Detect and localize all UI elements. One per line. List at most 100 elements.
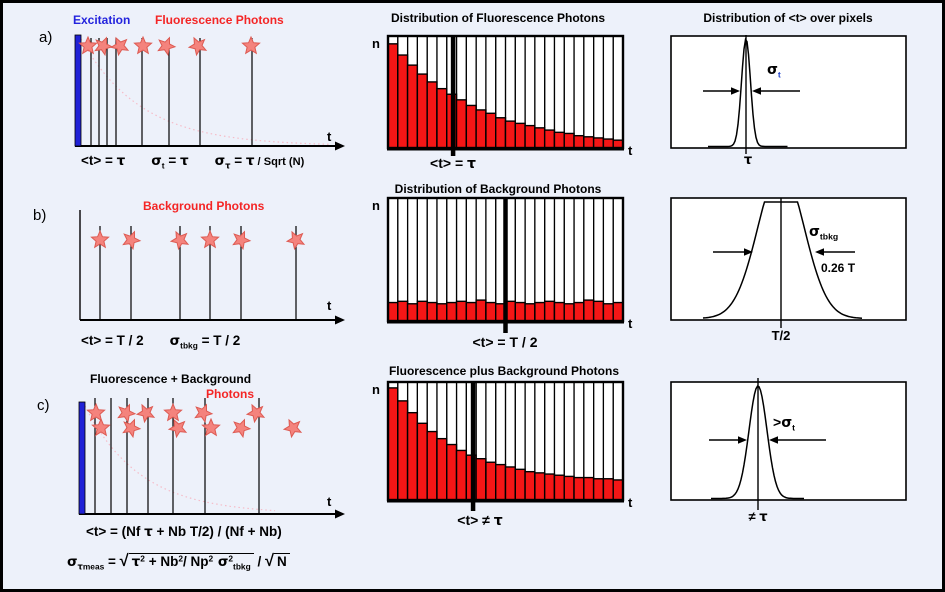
histogram-bar xyxy=(514,122,526,149)
photon-timeline-plot-c: t xyxy=(78,398,345,519)
fluorescence-plus-background-label: Fluorescence + Background xyxy=(90,372,252,386)
histogram-bar xyxy=(573,301,585,322)
histogram-bar xyxy=(524,470,536,501)
photon-star-icon xyxy=(122,418,142,439)
histogram-bar xyxy=(514,468,526,501)
histogram-bar xyxy=(514,301,526,322)
histogram-bar xyxy=(602,138,614,149)
photon-star-icon xyxy=(109,36,130,57)
decay-curve xyxy=(80,38,332,145)
histogram-bar xyxy=(416,422,428,501)
arrowhead-right-icon xyxy=(738,436,747,444)
histogram-bar xyxy=(534,301,546,322)
arrowhead-right-icon xyxy=(731,87,740,95)
arrowhead-left-icon xyxy=(752,87,761,95)
histogram-bar xyxy=(495,463,507,501)
not-equal-tau-tick-label: ≠ τ xyxy=(748,509,768,525)
histogram-bar xyxy=(553,301,565,322)
axis-arrow-icon xyxy=(335,141,345,151)
photon-star-icon xyxy=(241,35,261,55)
histogram-bar xyxy=(612,301,624,322)
histogram-bar xyxy=(553,474,565,501)
photon-star-icon xyxy=(133,35,153,55)
histogram-bar xyxy=(416,73,428,149)
photon-star-icon xyxy=(232,418,252,439)
histogram-bar xyxy=(455,99,468,149)
x-axis-label: t xyxy=(628,143,633,158)
histogram-bar xyxy=(406,64,419,149)
photons-label: Photons xyxy=(206,387,254,401)
photon-star-icon xyxy=(194,403,214,424)
x-axis-label: t xyxy=(628,495,633,510)
distribution-curve xyxy=(708,37,788,148)
histogram-bar xyxy=(397,400,409,501)
decay-curve xyxy=(84,405,276,512)
formula-row-c-mean: <t> = (Nf τ + Nb T/2) / (Nf + Nb) xyxy=(86,524,282,540)
fluorescence-histogram: nt xyxy=(372,34,633,158)
photon-star-icon xyxy=(86,402,106,422)
photon-star-icon xyxy=(163,402,183,422)
histogram-bar xyxy=(475,457,487,501)
sigma-value-annotation: 0.26 T xyxy=(821,261,856,275)
formula-row-c-sigma: στmeas = √ τ2 + Nb2/ Np2 σ2tbkg / √ N xyxy=(67,552,290,571)
row-label-b: b) xyxy=(33,207,47,224)
photon-star-icon xyxy=(135,403,156,424)
histogram-bar xyxy=(426,301,438,322)
y-axis-label: n xyxy=(372,382,380,397)
histogram-bar xyxy=(524,124,536,149)
photon-star-icon xyxy=(169,230,190,251)
excitation-label: Excitation xyxy=(73,13,131,27)
fluorescence-photons-label: Fluorescence Photons xyxy=(155,13,284,27)
photon-star-icon xyxy=(94,36,114,57)
histogram-bar xyxy=(387,43,399,149)
histogram-bar xyxy=(592,300,605,322)
histogram-bar xyxy=(446,301,458,322)
histogram-bar xyxy=(583,136,595,149)
histogram-caption-c: <t> ≠ τ xyxy=(457,512,503,529)
histogram-bar xyxy=(573,134,585,149)
histogram-caption-b: <t> = T / 2 xyxy=(472,334,538,350)
photon-star-icon xyxy=(78,35,98,55)
photon-star-icon xyxy=(187,36,208,57)
photon-star-icon xyxy=(201,417,221,437)
histogram-bar xyxy=(563,303,575,322)
histogram-bar xyxy=(524,303,536,322)
histogram-title-c: Fluorescence plus Background Photons xyxy=(388,364,620,378)
histogram-bar xyxy=(534,472,546,501)
histogram-bar xyxy=(602,478,614,501)
x-axis-label: t xyxy=(327,129,332,144)
photon-star-icon xyxy=(117,403,137,424)
sigma-t-label: σt xyxy=(767,62,781,80)
histogram-bar xyxy=(534,127,546,149)
histogram-bar xyxy=(465,301,477,322)
tau-tick-label: τ xyxy=(743,153,753,168)
histogram-bar xyxy=(416,300,428,322)
histogram-title-b: Distribution of Background Photons xyxy=(394,182,602,196)
excitation-pulse-bar xyxy=(74,34,82,147)
axis-arrow-icon xyxy=(335,315,345,325)
y-axis-label: n xyxy=(372,198,380,213)
histogram-bar xyxy=(504,466,516,501)
photon-star-icon xyxy=(245,403,266,424)
arrowhead-left-icon xyxy=(815,248,824,256)
histogram-bar xyxy=(602,303,614,322)
histogram-bar xyxy=(397,300,409,322)
histogram-bar xyxy=(573,476,585,501)
background-histogram: nt xyxy=(372,196,633,333)
photon-star-icon xyxy=(167,418,188,439)
histogram-bar xyxy=(455,300,468,322)
t-half-tick-label: T/2 xyxy=(771,328,791,343)
histogram-bar xyxy=(592,478,605,501)
histogram-bar xyxy=(495,117,507,149)
combined-histogram: nt xyxy=(372,380,633,511)
distribution-curve xyxy=(702,201,863,319)
histogram-bar xyxy=(563,132,575,149)
photon-star-icon xyxy=(90,229,110,249)
x-axis-label: t xyxy=(327,298,332,313)
histogram-bar xyxy=(543,300,556,322)
histogram-bar xyxy=(436,87,448,149)
histogram-bar xyxy=(543,473,556,501)
histogram-bar xyxy=(475,299,487,322)
distribution-box xyxy=(670,197,907,321)
greater-sigma-t-label: >σt xyxy=(773,414,795,433)
